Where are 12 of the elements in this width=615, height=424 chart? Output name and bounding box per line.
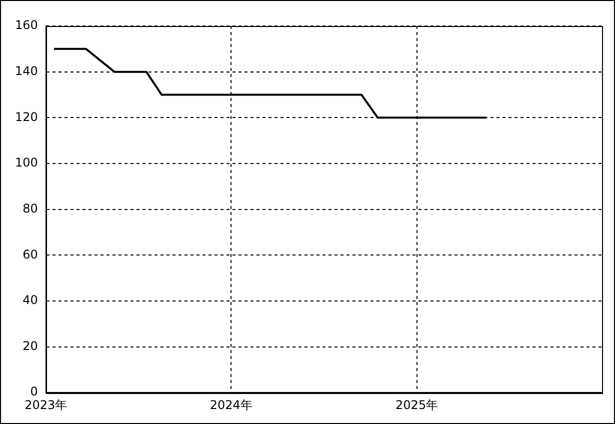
x-tick-label: 2024年 <box>210 398 252 412</box>
y-tick-label: 40 <box>22 293 38 308</box>
x-tick-label: 2025年 <box>396 398 438 412</box>
y-tick-label: 0 <box>30 384 38 399</box>
y-tick-label: 60 <box>22 247 38 262</box>
y-tick-label: 80 <box>22 201 38 216</box>
x-tick-label: 2023年 <box>24 398 68 412</box>
y-tick-label: 100 <box>15 156 38 170</box>
y-tick-label: 140 <box>15 64 38 78</box>
y-tick-label: 120 <box>15 110 38 124</box>
y-tick-label: 160 <box>15 18 38 32</box>
y-tick-label: 20 <box>22 338 38 353</box>
